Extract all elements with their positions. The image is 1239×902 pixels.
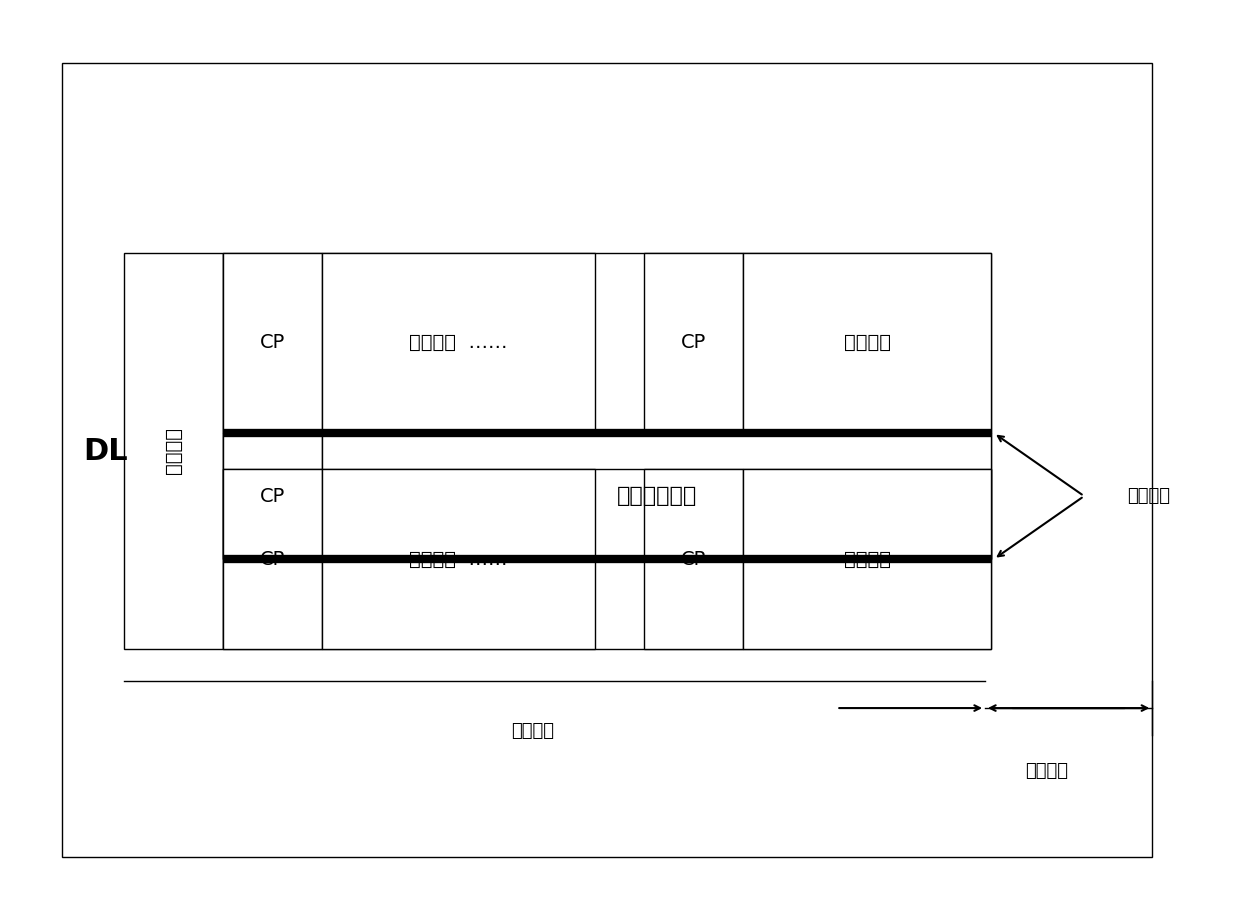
- Text: 保护带宽: 保护带宽: [1127, 487, 1171, 505]
- Bar: [743, 469, 991, 649]
- Text: 上行区域: 上行区域: [512, 722, 554, 740]
- Bar: [743, 253, 991, 433]
- Text: 随机接入前导: 随机接入前导: [617, 486, 696, 506]
- Bar: [124, 253, 223, 649]
- Bar: [223, 469, 322, 649]
- Bar: [322, 433, 991, 559]
- Bar: [223, 433, 991, 559]
- Bar: [223, 253, 991, 433]
- Text: 数据信道: 数据信道: [844, 549, 891, 569]
- Bar: [223, 433, 322, 559]
- Text: 数据信道  ……: 数据信道 ……: [409, 333, 508, 353]
- Bar: [644, 253, 743, 433]
- Text: 保护间隔: 保护间隔: [164, 428, 183, 474]
- Bar: [322, 253, 595, 433]
- Bar: [223, 469, 991, 649]
- Text: 数据信道  ……: 数据信道 ……: [409, 549, 508, 569]
- Bar: [644, 469, 743, 649]
- Text: 保护时间: 保护时间: [1026, 762, 1068, 780]
- Bar: [223, 253, 322, 433]
- Bar: [62, 63, 1152, 857]
- Text: DL: DL: [83, 437, 128, 465]
- Text: 数据信道: 数据信道: [844, 333, 891, 353]
- Bar: [322, 469, 595, 649]
- Text: CP: CP: [681, 333, 706, 353]
- Text: CP: CP: [260, 549, 285, 569]
- Text: CP: CP: [681, 549, 706, 569]
- Text: CP: CP: [260, 333, 285, 353]
- Text: CP: CP: [260, 486, 285, 506]
